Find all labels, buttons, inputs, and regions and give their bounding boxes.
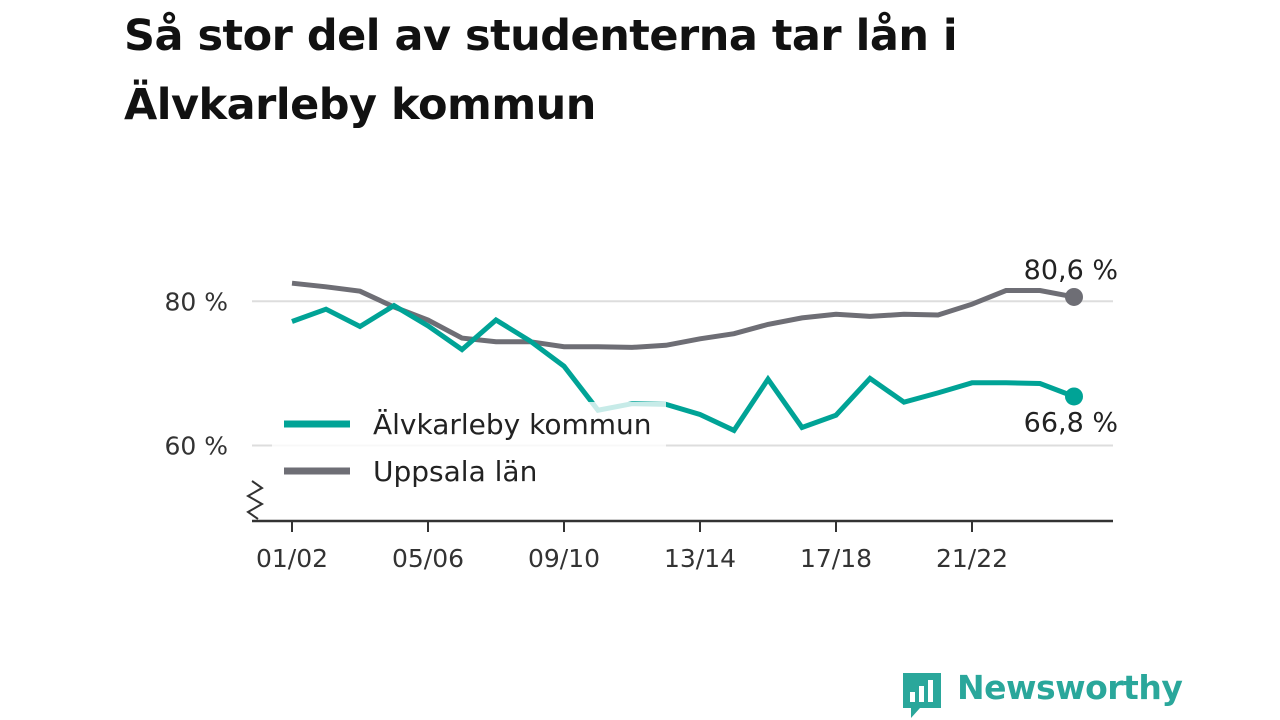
y-axis-tick-labels: 60 % 80 % xyxy=(164,287,228,460)
x-tick-label: 09/10 xyxy=(528,544,600,573)
legend: Älvkarleby kommun Uppsala län xyxy=(272,402,666,494)
series-line-alvkarleby xyxy=(291,302,1075,434)
x-tick-label: 17/18 xyxy=(800,544,872,573)
x-tick-label: 05/06 xyxy=(392,544,464,573)
end-value-label: 80,6 % xyxy=(1024,255,1118,286)
y-axis-break-icon xyxy=(245,480,265,520)
series-lines xyxy=(291,280,1083,434)
end-labels: 66,8 % 80,6 % xyxy=(1024,255,1118,439)
bar-chart-speech-bubble-icon xyxy=(903,673,941,718)
y-tick-label: 60 % xyxy=(164,432,228,461)
brand-logo-text: Newsworthy xyxy=(957,668,1183,707)
x-tick-label: 01/02 xyxy=(256,544,328,573)
legend-background xyxy=(272,402,666,494)
legend-label: Uppsala län xyxy=(373,455,537,488)
legend-label: Älvkarleby kommun xyxy=(373,408,652,441)
y-tick-label: 80 % xyxy=(164,287,228,316)
end-point-alvkarleby xyxy=(1065,387,1083,406)
x-tick-label: 13/14 xyxy=(664,544,736,573)
end-point-uppsala xyxy=(1065,287,1083,306)
chart-title: Så stor del av studenterna tar lån i Älv… xyxy=(124,11,958,130)
x-tick-label: 21/22 xyxy=(936,544,1008,573)
series-line-uppsala xyxy=(291,280,1075,350)
x-axis-ticks: 01/02 05/06 09/10 13/14 17/18 21/22 xyxy=(256,521,1008,573)
end-value-label: 66,8 % xyxy=(1024,407,1118,438)
